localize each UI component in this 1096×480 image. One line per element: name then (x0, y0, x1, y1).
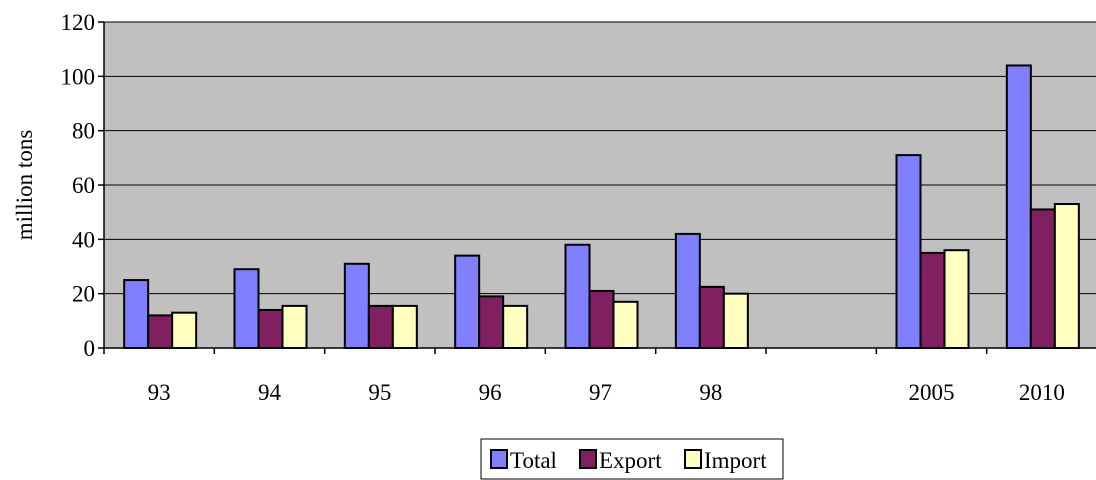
bar-import (283, 306, 307, 348)
bar-import (393, 306, 417, 348)
x-tick-label: 2005 (909, 380, 955, 405)
y-tick-label: 80 (72, 119, 95, 144)
bar-total (566, 245, 590, 348)
y-tick-label: 0 (84, 336, 96, 361)
legend-label-import: Import (704, 448, 767, 473)
y-tick-label: 120 (61, 10, 96, 35)
bar-total (455, 256, 479, 348)
x-tick-label: 94 (258, 380, 282, 405)
bar-total (235, 269, 259, 348)
bar-total (124, 280, 148, 348)
y-tick-label: 20 (72, 282, 95, 307)
bar-export (921, 253, 945, 348)
legend-label-total: Total (510, 448, 557, 473)
y-tick-label: 100 (61, 64, 96, 89)
bar-import (614, 302, 638, 348)
x-tick-label: 93 (148, 380, 171, 405)
bar-total (345, 264, 369, 348)
legend-swatch-export (580, 450, 596, 468)
x-tick-label: 97 (589, 380, 612, 405)
bar-import (503, 306, 527, 348)
bar-export (259, 310, 283, 348)
bar-total (897, 155, 921, 348)
bar-export (479, 296, 503, 348)
legend-swatch-import (685, 450, 701, 468)
legend: Total Export Import (481, 439, 783, 479)
bar-import (945, 250, 969, 348)
y-tick-label: 40 (72, 227, 95, 252)
legend-swatch-total (491, 450, 507, 468)
legend-label-export: Export (599, 448, 662, 473)
bar-export (369, 306, 393, 348)
bar-total (676, 234, 700, 348)
bar-export (148, 315, 172, 348)
x-tick-label: 95 (368, 380, 391, 405)
bar-export (590, 291, 614, 348)
x-tick-label: 98 (699, 380, 722, 405)
bar-total (1007, 65, 1031, 348)
y-tick-labels: 0 20 40 60 80 100 120 (61, 10, 96, 361)
bar-import (1055, 204, 1079, 348)
bar-import (724, 294, 748, 348)
y-tick-label: 60 (72, 173, 95, 198)
x-tick-label: 2010 (1019, 380, 1065, 405)
x-tick-label: 96 (479, 380, 502, 405)
y-axis-title: million tons (12, 130, 37, 241)
bar-export (700, 287, 724, 348)
x-tick-labels: 93 94 95 96 97 98 2005 2010 (148, 380, 1065, 405)
bar-import (172, 313, 196, 348)
bar-export (1031, 209, 1055, 348)
